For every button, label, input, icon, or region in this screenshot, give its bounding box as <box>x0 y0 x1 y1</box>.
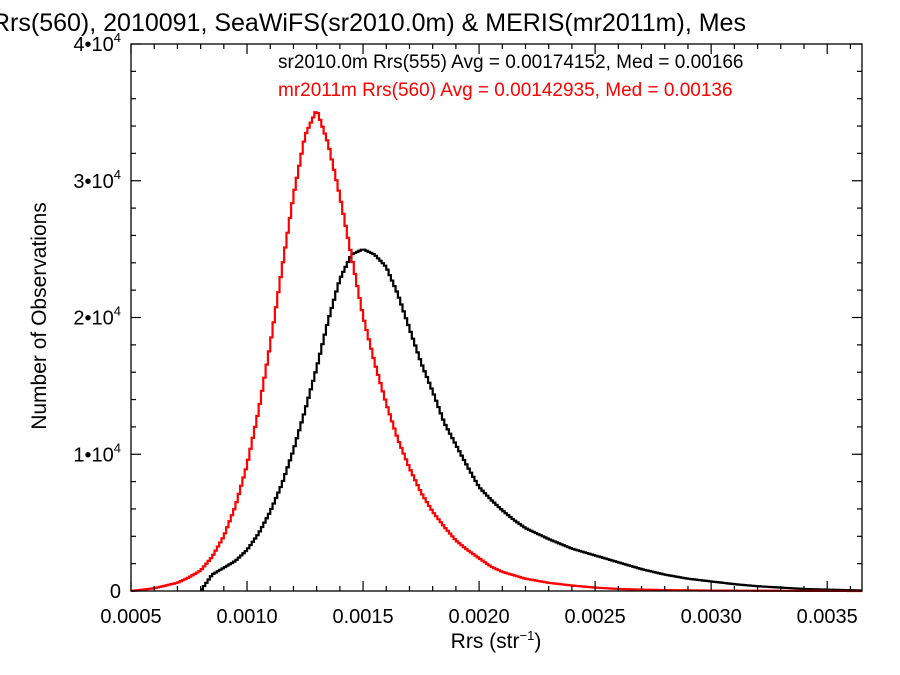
y-tick-label-sup: 4 <box>114 30 121 45</box>
y-tick-label-main: 4•10 <box>73 34 113 56</box>
series-line-1 <box>131 111 862 593</box>
series-layer <box>131 111 862 593</box>
y-tick-label-sup: 4 <box>114 440 121 455</box>
x-tick-label: 0.0035 <box>797 606 858 628</box>
y-tick-label-main: 0 <box>110 581 121 603</box>
x-axis-label-close: ) <box>534 630 541 653</box>
y-tick-label: 1•104 <box>73 440 121 466</box>
legend: sr2010.0m Rrs(555) Avg = 0.00174152, Med… <box>278 52 743 101</box>
plot-frame <box>130 43 863 592</box>
y-tick-label-sup: 4 <box>114 167 121 182</box>
x-tick-label: 0.0030 <box>681 606 742 628</box>
x-tick-label: 0.0025 <box>565 606 626 628</box>
x-tick-label: 0.0010 <box>216 606 277 628</box>
x-tick-label: 0.0005 <box>100 606 161 628</box>
y-tick-label-main: 3•10 <box>73 171 113 193</box>
y-tick-label: 4•104 <box>73 30 121 56</box>
x-axis-label-sup: −1 <box>520 628 535 643</box>
y-tick-label-sup: 4 <box>114 304 121 319</box>
y-tick-label-main: 1•10 <box>73 444 113 466</box>
legend-entry-mr2011m: mr2011m Rrs(560) Avg = 0.00142935, Med =… <box>278 80 733 101</box>
y-tick-label: 0 <box>110 581 121 603</box>
series-line-0 <box>200 248 862 592</box>
legend-entry-sr2010: sr2010.0m Rrs(555) Avg = 0.00174152, Med… <box>278 52 743 73</box>
chart-title: Rrs(560), 2010091, SeaWiFS(sr2010.0m) & … <box>0 9 746 37</box>
x-tick-label: 0.0015 <box>332 606 393 628</box>
x-axis-label: Rrs (str−1) <box>451 628 542 653</box>
y-tick-label-main: 2•10 <box>73 308 113 330</box>
x-axis-label-main: Rrs (str <box>451 630 520 653</box>
x-axis-ticks: 0.0005 0.0010 0.0015 0.0020 0.0025 0.0030 0.00… <box>100 44 858 628</box>
y-axis-label: Number of Observations <box>28 202 51 430</box>
x-tick-label: 0.0020 <box>449 606 510 628</box>
y-tick-label: 2•104 <box>73 304 121 330</box>
y-tick-label: 3•104 <box>73 167 121 193</box>
